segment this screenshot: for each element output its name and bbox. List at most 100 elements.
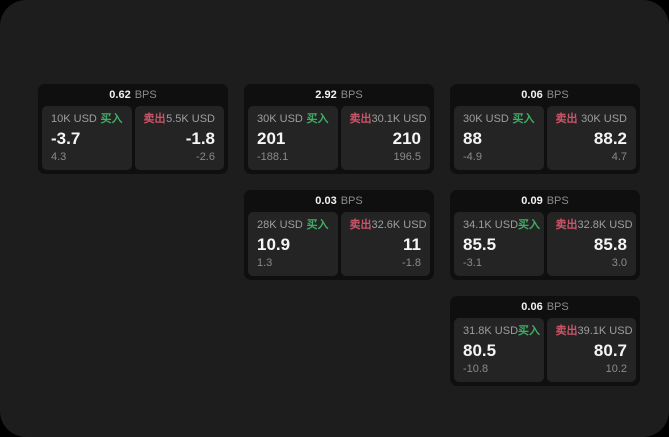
buy-notional-amount: 30K USD (257, 113, 303, 125)
card-panels: 30K USD 买入 88 -4.9 卖出 30K USD 88.2 4.7 (450, 106, 640, 174)
sell-label: 卖出 (555, 113, 578, 125)
sell-panel-header: 卖出 30K USD (556, 114, 628, 125)
bps-value: 0.06 (521, 88, 543, 101)
sell-delta-value: 3.0 (611, 257, 627, 269)
quote-card: 0.06 BPS 31.8K USD 买入 80.5 -10.8 卖出 39.1… (450, 296, 640, 386)
quote-card: 2.92 BPS 30K USD 买入 201 -188.1 卖出 30.1K … (244, 84, 434, 174)
bps-unit-label: BPS (340, 88, 363, 101)
sell-price-value: 88.2 (593, 129, 627, 148)
buy-price-value: 10.9 (257, 235, 291, 254)
card-header: 0.06 BPS (450, 84, 640, 106)
sell-panel-header: 卖出 32.6K USD (349, 219, 427, 231)
buy-delta-value: 1.3 (257, 257, 273, 269)
sell-panel-header: 卖出 32.8K USD (555, 219, 633, 231)
quote-card: 0.09 BPS 34.1K USD 买入 85.5 -3.1 卖出 32.8K… (450, 190, 640, 280)
buy-price-value: -3.7 (51, 129, 81, 148)
sell-label: 卖出 (555, 219, 578, 231)
sell-label: 卖出 (555, 325, 578, 337)
sell-price-value: 210 (392, 129, 421, 148)
buy-price-value: 80.5 (463, 341, 497, 360)
buy-panel-header: 31.8K USD 买入 (463, 325, 540, 337)
quote-card: 0.62 BPS 10K USD 买入 -3.7 4.3 卖出 5.5K USD… (38, 84, 228, 174)
sell-price-value: 85.8 (593, 235, 627, 254)
sell-delta-value: -1.8 (402, 257, 421, 269)
sell-panel-header: 卖出 5.5K USD (144, 114, 216, 125)
sell-notional-amount: 30.1K USD (371, 113, 427, 125)
sell-panel-header: 卖出 30.1K USD (349, 113, 427, 125)
bps-value: 0.03 (315, 194, 337, 207)
buy-notional-amount: 31.8K USD (463, 325, 519, 337)
sell-label: 卖出 (143, 113, 166, 125)
buy-notional-amount: 10K USD (51, 113, 97, 125)
sell-notional-amount: 30K USD (581, 113, 627, 125)
bps-value: 2.92 (315, 88, 337, 101)
buy-label: 买入 (518, 325, 541, 337)
sell-delta-value: 10.2 (605, 363, 627, 375)
bps-value: 0.62 (109, 88, 131, 101)
sell-panel[interactable]: 卖出 30K USD 88.2 4.7 (546, 106, 636, 170)
buy-price-value: 201 (257, 129, 286, 148)
sell-delta-value: 196.5 (393, 151, 421, 163)
buy-label: 买入 (306, 219, 329, 231)
bps-unit-label: BPS (546, 300, 569, 313)
sell-panel[interactable]: 卖出 39.1K USD 80.7 10.2 (546, 318, 636, 382)
sell-label: 卖出 (349, 219, 372, 231)
card-panels: 10K USD 买入 -3.7 4.3 卖出 5.5K USD -1.8 -2.… (38, 106, 228, 174)
sell-notional-amount: 5.5K USD (166, 113, 215, 125)
buy-panel[interactable]: 30K USD 买入 201 -188.1 (248, 106, 338, 170)
card-header: 2.92 BPS (244, 84, 434, 106)
quote-card: 0.03 BPS 28K USD 买入 10.9 1.3 卖出 32.6K US… (244, 190, 434, 280)
sell-notional-amount: 32.8K USD (577, 219, 633, 231)
sell-price-value: 11 (403, 235, 421, 254)
card-header: 0.09 BPS (450, 190, 640, 212)
buy-price-value: 88 (463, 129, 482, 148)
sell-panel[interactable]: 卖出 5.5K USD -1.8 -2.6 (134, 106, 224, 170)
buy-panel[interactable]: 30K USD 买入 88 -4.9 (454, 106, 544, 170)
buy-label: 买入 (100, 113, 123, 125)
buy-panel[interactable]: 10K USD 买入 -3.7 4.3 (42, 106, 132, 170)
sell-price-value: 80.7 (593, 341, 627, 360)
buy-panel[interactable]: 28K USD 买入 10.9 1.3 (248, 212, 338, 276)
card-panels: 34.1K USD 买入 85.5 -3.1 卖出 32.8K USD 85.8… (450, 212, 640, 280)
buy-delta-value: -4.9 (463, 151, 482, 163)
buy-label: 买入 (512, 113, 535, 125)
quote-card-grid: 0.62 BPS 10K USD 买入 -3.7 4.3 卖出 5.5K USD… (38, 84, 640, 386)
buy-delta-value: -3.1 (463, 257, 482, 269)
bps-value: 0.06 (521, 300, 543, 313)
sell-delta-value: -2.6 (196, 151, 215, 163)
buy-panel-header: 30K USD 买入 (257, 114, 329, 125)
buy-panel-header: 10K USD 买入 (51, 114, 123, 125)
bps-unit-label: BPS (340, 194, 363, 207)
sell-panel[interactable]: 卖出 32.6K USD 11 -1.8 (340, 212, 430, 276)
card-header: 0.06 BPS (450, 296, 640, 318)
sell-panel[interactable]: 卖出 30.1K USD 210 196.5 (340, 106, 430, 170)
card-panels: 31.8K USD 买入 80.5 -10.8 卖出 39.1K USD 80.… (450, 318, 640, 386)
buy-notional-amount: 30K USD (463, 113, 509, 125)
card-panels: 30K USD 买入 201 -188.1 卖出 30.1K USD 210 1… (244, 106, 434, 174)
buy-notional-amount: 28K USD (257, 219, 303, 231)
card-panels: 28K USD 买入 10.9 1.3 卖出 32.6K USD 11 -1.8 (244, 212, 434, 280)
buy-delta-value: 4.3 (51, 151, 67, 163)
buy-notional-amount: 34.1K USD (463, 219, 519, 231)
buy-panel-header: 34.1K USD 买入 (463, 219, 540, 231)
buy-delta-value: -10.8 (463, 363, 489, 375)
buy-panel-header: 28K USD 买入 (257, 220, 329, 231)
sell-price-value: -1.8 (185, 129, 215, 148)
sell-label: 卖出 (349, 113, 372, 125)
buy-price-value: 85.5 (463, 235, 497, 254)
buy-panel[interactable]: 34.1K USD 买入 85.5 -3.1 (454, 212, 544, 276)
bps-unit-label: BPS (546, 194, 569, 207)
sell-panel-header: 卖出 39.1K USD (555, 325, 633, 337)
buy-delta-value: -188.1 (257, 151, 289, 163)
buy-panel-header: 30K USD 买入 (463, 114, 535, 125)
bps-unit-label: BPS (134, 88, 157, 101)
sell-panel[interactable]: 卖出 32.8K USD 85.8 3.0 (546, 212, 636, 276)
buy-panel[interactable]: 31.8K USD 买入 80.5 -10.8 (454, 318, 544, 382)
sell-notional-amount: 39.1K USD (577, 325, 633, 337)
sell-delta-value: 4.7 (611, 151, 627, 163)
quote-card: 0.06 BPS 30K USD 买入 88 -4.9 卖出 30K USD 8… (450, 84, 640, 174)
buy-label: 买入 (306, 113, 329, 125)
card-header: 0.62 BPS (38, 84, 228, 106)
